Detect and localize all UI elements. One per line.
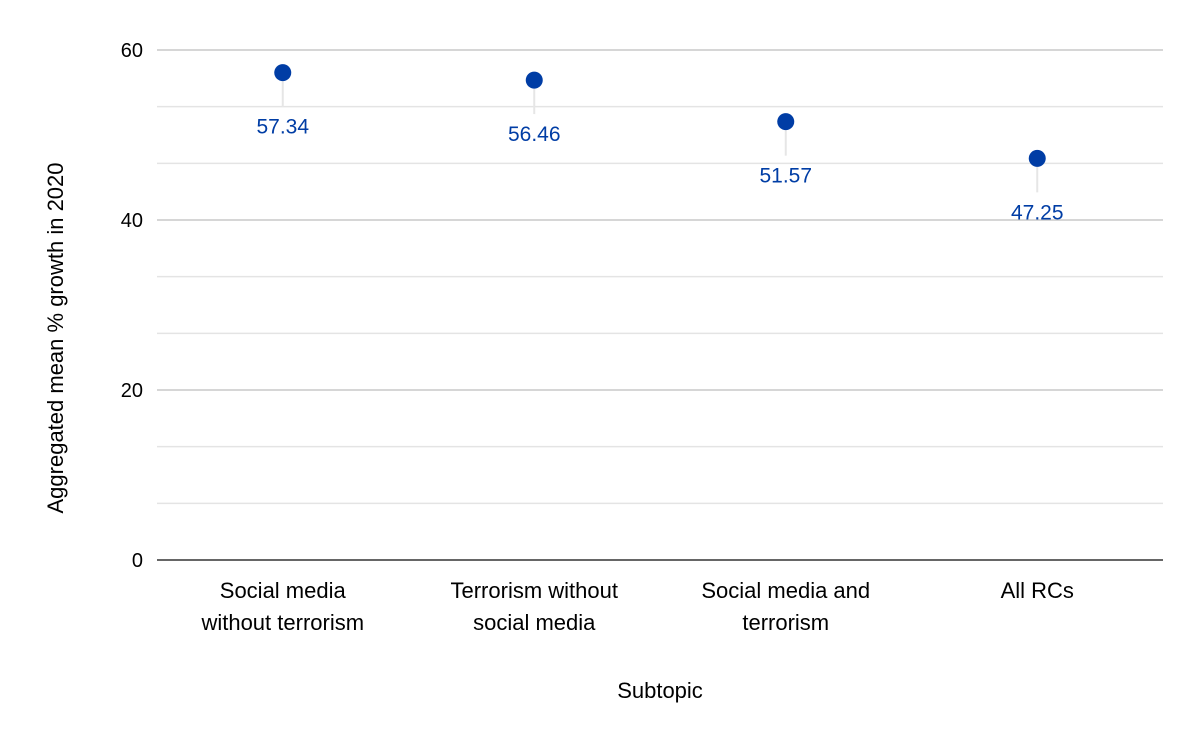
y-tick-label: 20 bbox=[121, 380, 143, 402]
data-point bbox=[777, 113, 795, 131]
x-tick-label-line: All RCs bbox=[1001, 578, 1074, 603]
y-tick-label: 60 bbox=[121, 40, 143, 62]
data-point bbox=[1028, 149, 1046, 167]
x-tick-label-line: social media bbox=[473, 610, 596, 635]
x-tick-label: Terrorism without social media bbox=[451, 578, 618, 635]
data-points: 57.34 56.46 51.57 47.25 bbox=[256, 64, 1064, 224]
data-point bbox=[525, 71, 543, 89]
y-tick-label: 40 bbox=[121, 210, 143, 232]
data-label: 51.57 bbox=[759, 165, 812, 188]
grid bbox=[157, 49, 1163, 561]
x-tick-label-line: Social media and bbox=[701, 578, 870, 603]
data-point bbox=[274, 64, 292, 82]
y-tick-label: 0 bbox=[132, 550, 143, 572]
x-axis-ticks: Social media without terrorism Terrorism w… bbox=[200, 578, 1073, 635]
data-label: 47.25 bbox=[1011, 201, 1064, 224]
data-label: 56.46 bbox=[508, 123, 561, 146]
x-tick-label: All RCs bbox=[1001, 578, 1074, 603]
x-tick-label-line: Social media bbox=[220, 578, 347, 603]
y-axis-title: Aggregated mean % growth in 2020 bbox=[43, 162, 68, 513]
y-axis-ticks: 0 20 40 60 bbox=[121, 40, 143, 572]
x-tick-label: Social media and terrorism bbox=[701, 578, 870, 635]
x-tick-label: Social media without terrorism bbox=[200, 578, 364, 635]
x-tick-label-line: without terrorism bbox=[200, 610, 364, 635]
data-label: 57.34 bbox=[256, 116, 309, 139]
x-tick-label-line: Terrorism without bbox=[451, 578, 618, 603]
x-axis-title: Subtopic bbox=[617, 678, 703, 703]
x-tick-label-line: terrorism bbox=[742, 610, 829, 635]
